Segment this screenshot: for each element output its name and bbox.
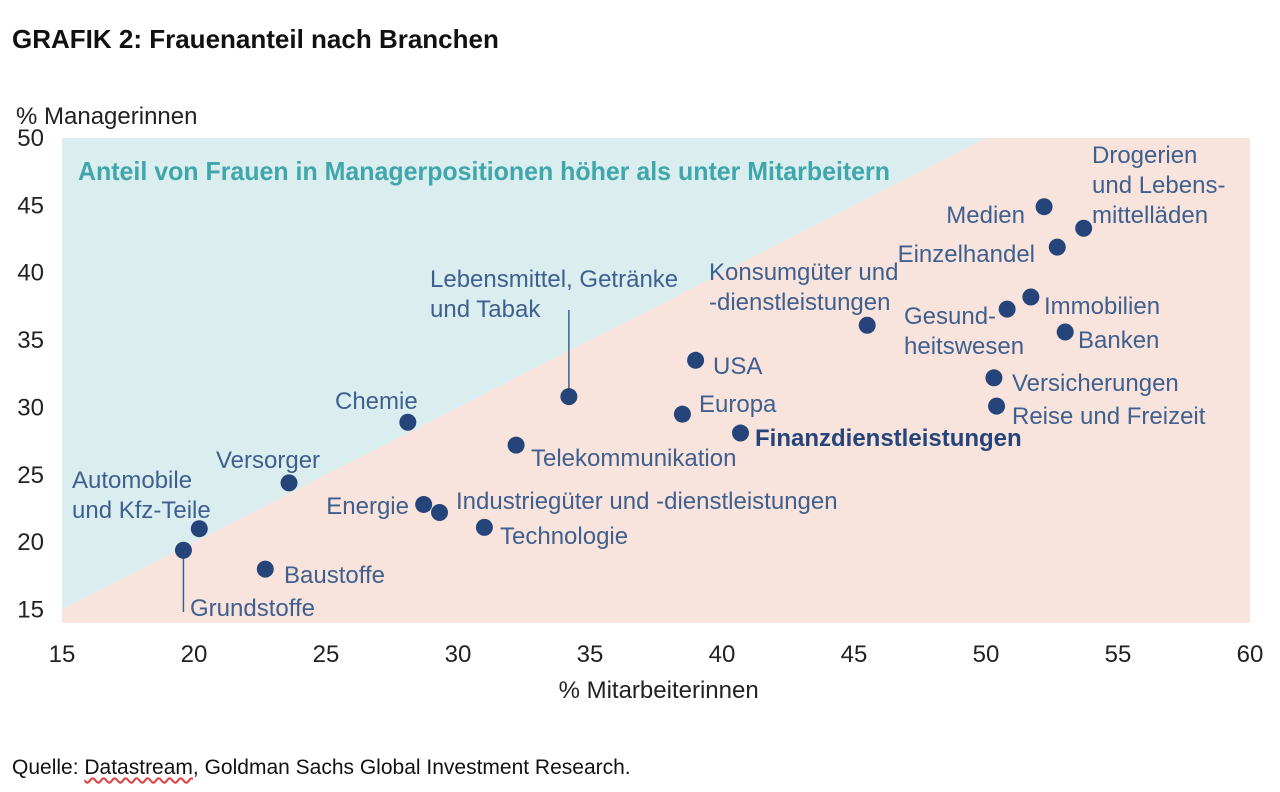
source-suffix: , Goldman Sachs Global Investment Resear…	[192, 756, 631, 779]
x-tick-label: 40	[709, 641, 736, 668]
point-europa	[673, 405, 691, 423]
label-medien: Medien	[946, 202, 1025, 229]
point-technologie	[475, 518, 493, 536]
point-lebensmittel-getraenke-und-tabak	[560, 388, 578, 406]
label-energie: Energie	[326, 493, 409, 520]
point-reise-und-freizeit	[988, 397, 1006, 415]
point-industriegueter-und-dienstleistungen	[431, 504, 449, 522]
point-automobile-und-kfz-teile	[190, 520, 208, 538]
point-chemie	[399, 413, 417, 431]
point-energie	[415, 495, 433, 513]
point-labels: Automobile und Kfz-Teile Grundstoffe Bausto…	[72, 142, 1225, 622]
label-versorger: Versorger	[216, 447, 320, 474]
chart-title: GRAFIK 2: Frauenanteil nach Branchen	[12, 24, 499, 54]
point-konsumgueter-und-dienstleistungen	[858, 316, 876, 334]
x-tick-label: 15	[49, 641, 76, 668]
label-gesundheitswesen: Gesund-heitswesen	[904, 303, 1024, 360]
source-note: Quelle: Datastream, Goldman Sachs Global…	[12, 756, 631, 780]
point-usa	[687, 351, 705, 369]
source-prefix: Quelle:	[12, 756, 85, 779]
label-banken: Banken	[1078, 327, 1159, 354]
point-medien	[1035, 198, 1053, 216]
x-tick-label: 45	[841, 641, 868, 668]
label-finanzdienstleistungen: Finanzdienstleistungen	[755, 425, 1022, 452]
leader-lines	[182, 310, 570, 612]
source-datastream: Datastream	[84, 756, 193, 779]
label-lebensmittel-getraenke-und-tabak: Lebensmittel, Getränke und Tabak	[430, 266, 678, 323]
point-gesundheitswesen	[998, 300, 1016, 318]
y-tick-label: 45	[17, 192, 44, 219]
point-finanzdienstleistungen	[731, 424, 749, 442]
y-tick-label: 15	[17, 597, 44, 624]
x-tick-label: 35	[577, 641, 604, 668]
region-label: Anteil von Frauen in Managerpositionen h…	[78, 156, 890, 186]
y-axis-label: % Managerinnen	[16, 103, 197, 130]
y-tick-label: 50	[17, 125, 44, 152]
label-immobilien: Immobilien	[1044, 293, 1160, 320]
label-europa: Europa	[699, 391, 777, 418]
label-reise-und-freizeit: Reise und Freizeit	[1012, 403, 1206, 430]
manager-share-lower-region	[62, 138, 1250, 623]
x-axis-label: % Mitarbeiterinnen	[559, 677, 759, 704]
point-versicherungen	[985, 369, 1003, 387]
x-tick-label: 55	[1105, 641, 1132, 668]
label-automobile-und-kfz-teile: Automobile und Kfz-Teile	[72, 467, 211, 524]
x-tick-label: 25	[313, 641, 340, 668]
y-axis-ticks: 15 20 25 30 35 40 45 50	[17, 125, 44, 624]
label-konsumgueter-und-dienstleistungen: Konsumgüter und -dienstleistungen	[709, 259, 898, 316]
x-tick-label: 50	[973, 641, 1000, 668]
x-tick-label: 60	[1237, 641, 1264, 668]
point-versorger	[280, 474, 298, 492]
data-points	[174, 198, 1093, 578]
y-tick-label: 35	[17, 327, 44, 354]
point-einzelhandel	[1048, 238, 1066, 256]
point-banken	[1056, 323, 1074, 341]
label-telekommunikation: Telekommunikation	[531, 445, 736, 472]
point-telekommunikation	[507, 436, 525, 454]
x-tick-label: 20	[181, 641, 208, 668]
y-tick-label: 20	[17, 529, 44, 556]
point-grundstoffe	[174, 541, 192, 559]
label-grundstoffe: Grundstoffe	[190, 595, 315, 622]
label-drogerien-und-lebensmittellaeden: Drogerien und Lebens-mittelläden	[1092, 142, 1225, 229]
label-technologie: Technologie	[500, 523, 628, 550]
x-tick-label: 30	[445, 641, 472, 668]
y-tick-label: 30	[17, 394, 44, 421]
label-baustoffe: Baustoffe	[284, 562, 385, 589]
point-immobilien	[1022, 288, 1040, 306]
y-tick-label: 40	[17, 260, 44, 287]
label-einzelhandel: Einzelhandel	[898, 241, 1035, 268]
point-drogerien-und-lebensmittellaeden	[1075, 219, 1093, 237]
y-tick-label: 25	[17, 462, 44, 489]
label-industriegueter-und-dienstleistungen: Industriegüter und -dienstleistungen	[456, 488, 838, 515]
point-baustoffe	[256, 560, 274, 578]
x-axis-ticks: 15 20 25 30 35 40 45 50 55 60	[49, 641, 1264, 668]
label-chemie: Chemie	[335, 388, 418, 415]
label-versicherungen: Versicherungen	[1012, 370, 1179, 397]
label-usa: USA	[713, 353, 762, 380]
